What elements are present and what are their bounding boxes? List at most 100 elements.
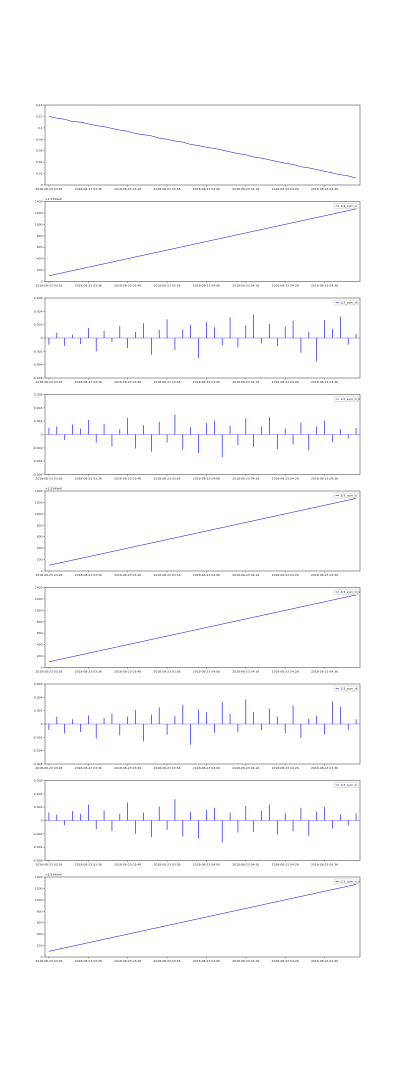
spike bbox=[355, 813, 357, 821]
legend-box bbox=[333, 203, 359, 209]
y-tick-label: 0.06 bbox=[36, 149, 43, 153]
x-tick-label: 2018-08-23 03:36 bbox=[75, 380, 102, 384]
spike bbox=[347, 724, 349, 730]
y-tick-label: -0.002 bbox=[33, 735, 43, 739]
y-tick-label: 0 bbox=[41, 183, 43, 187]
spike bbox=[277, 716, 278, 724]
spike bbox=[119, 326, 121, 338]
x-tick-label: 2018-08-23 03:26 bbox=[35, 863, 62, 867]
spike bbox=[72, 424, 73, 435]
y-tick-label: -0.002 bbox=[33, 446, 43, 450]
spike bbox=[261, 426, 262, 435]
y-tick-label: 0.002 bbox=[34, 419, 43, 423]
y-tick-label: -0.002 bbox=[33, 832, 43, 836]
y-tick-label: 0 bbox=[41, 819, 43, 823]
spike bbox=[269, 324, 270, 338]
spike bbox=[127, 802, 128, 821]
x-tick-label: 2018-08-23 03:36 bbox=[75, 670, 102, 674]
y-tick-label: 600 bbox=[37, 631, 43, 635]
spike bbox=[324, 807, 325, 821]
x-tick-label: 2018-08-23 04:06 bbox=[193, 670, 220, 674]
spike bbox=[237, 820, 239, 833]
x-tick-label: 2018-08-23 04:36 bbox=[311, 477, 338, 481]
y-tick-label: 0.006 bbox=[34, 682, 43, 686]
chart: 0 200 400 600 800 1000 1200 1400 2018-08-23 03:2… bbox=[35, 873, 361, 963]
spike bbox=[72, 811, 73, 821]
y-tick-label: 200 bbox=[37, 558, 43, 562]
spike bbox=[166, 319, 168, 338]
spike bbox=[269, 708, 270, 724]
data-line bbox=[48, 884, 357, 952]
spike bbox=[214, 420, 215, 435]
x-tick-label: 2018-08-23 04:06 bbox=[193, 477, 220, 481]
data-line bbox=[48, 116, 357, 179]
x-tick-label: 2018-08-23 03:46 bbox=[114, 863, 141, 867]
spike bbox=[316, 811, 317, 821]
spike bbox=[151, 434, 152, 452]
spike bbox=[158, 707, 160, 724]
spike bbox=[151, 714, 152, 724]
spike bbox=[284, 724, 286, 734]
y-tick-label: -0.006 bbox=[33, 859, 43, 863]
x-tick-label: 2018-08-23 04:26 bbox=[272, 573, 299, 577]
offset-text: +1.5349e9 bbox=[45, 197, 62, 201]
legend-label: 2/3_sym_di bbox=[341, 687, 358, 691]
spike bbox=[88, 804, 89, 821]
y-tick-label: 600 bbox=[37, 245, 43, 249]
spike bbox=[261, 724, 262, 730]
x-tick-label: 2018-08-23 04:06 bbox=[193, 187, 220, 191]
legend-box bbox=[333, 878, 359, 885]
x-tick-label: 2018-08-23 03:56 bbox=[154, 477, 181, 481]
y-tick-label: 600 bbox=[37, 921, 43, 925]
y-tick-label: -0.004 bbox=[33, 749, 43, 753]
y-tick-label: 1200 bbox=[35, 500, 43, 504]
x-tick-label: 2018-08-23 04:06 bbox=[193, 766, 220, 770]
x-tick-label: 2018-08-23 04:16 bbox=[232, 670, 259, 674]
spike bbox=[245, 699, 247, 724]
chart: 0 200 400 600 800 1000 1200 1400 2018-08-23 03:2… bbox=[35, 487, 361, 577]
spike bbox=[190, 811, 191, 821]
spike bbox=[253, 820, 254, 832]
spike bbox=[214, 724, 215, 733]
x-tick-label: 2018-08-23 03:56 bbox=[154, 863, 181, 867]
x-tick-label: 2018-08-23 04:36 bbox=[311, 766, 338, 770]
legend-label: 1/3_sym_ti bbox=[341, 783, 357, 787]
spike bbox=[111, 338, 113, 342]
spike bbox=[206, 423, 207, 435]
y-tick-label: 600 bbox=[37, 535, 43, 539]
spike bbox=[143, 724, 144, 742]
spike bbox=[221, 702, 223, 724]
x-tick-label: 2018-08-23 03:46 bbox=[114, 670, 141, 674]
spike bbox=[127, 417, 128, 435]
spike bbox=[182, 329, 184, 338]
spike bbox=[48, 338, 50, 345]
spike bbox=[284, 326, 286, 338]
spike bbox=[158, 421, 160, 435]
spike bbox=[269, 417, 270, 435]
spike bbox=[135, 820, 136, 834]
y-tick-label: -0.006 bbox=[33, 762, 43, 766]
offset-text: +1.5349e9 bbox=[45, 487, 62, 491]
legend-label: 1/2_sym_ti bbox=[341, 204, 357, 208]
y-tick-label: 1400 bbox=[35, 586, 43, 590]
spike bbox=[229, 317, 231, 338]
spike bbox=[324, 724, 325, 735]
y-tick-label: 1400 bbox=[35, 489, 43, 493]
spike bbox=[103, 423, 105, 435]
y-tick-label: 0.002 bbox=[34, 805, 43, 809]
spike bbox=[174, 338, 176, 350]
x-tick-label: 2018-08-23 04:06 bbox=[193, 959, 220, 963]
spike bbox=[127, 338, 128, 348]
x-tick-label: 2018-08-23 04:06 bbox=[193, 380, 220, 384]
x-tick-label: 2018-08-23 03:56 bbox=[154, 380, 181, 384]
legend-label: 1/3_sym_ti_x bbox=[341, 880, 361, 884]
spike bbox=[111, 820, 113, 832]
spike bbox=[253, 712, 254, 724]
y-tick-label: 0.004 bbox=[34, 695, 43, 699]
x-tick-label: 2018-08-23 03:56 bbox=[154, 187, 181, 191]
x-tick-label: 2018-08-23 03:26 bbox=[35, 766, 62, 770]
spike bbox=[182, 434, 184, 450]
spike bbox=[277, 820, 278, 835]
x-tick-label: 2018-08-23 04:16 bbox=[232, 477, 259, 481]
spike bbox=[332, 328, 333, 338]
